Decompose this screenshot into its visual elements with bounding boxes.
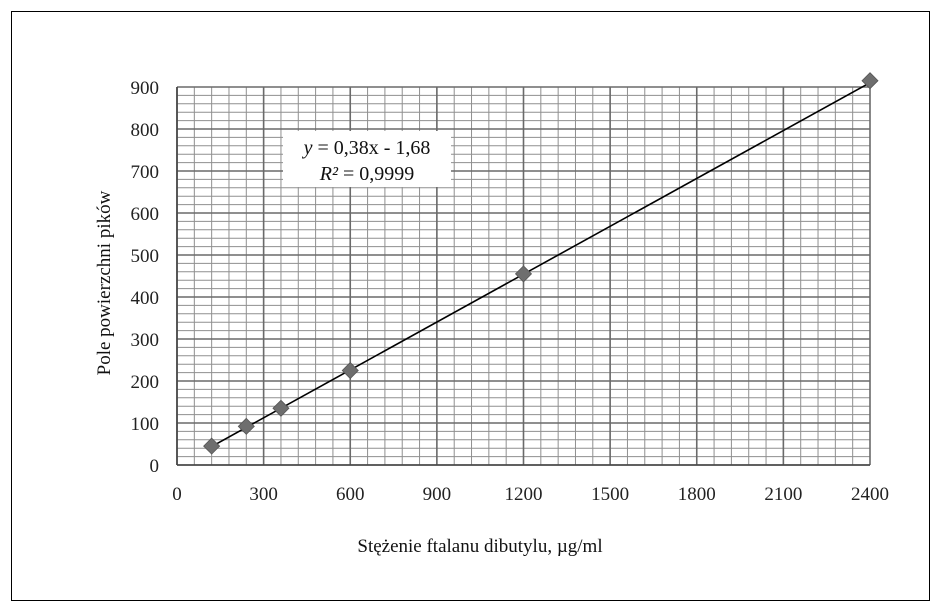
x-tick-label: 600 — [336, 484, 365, 505]
trendline — [211, 81, 871, 448]
data-point — [341, 361, 359, 380]
y-tick-label: 700 — [131, 162, 160, 183]
x-tick-label: 0 — [172, 484, 182, 505]
r-squared-text: = 0,9999 — [338, 163, 414, 185]
data-point — [237, 417, 255, 435]
y-axis-title: Pole powierzchni pików — [94, 190, 115, 375]
x-tick-label: 1800 — [678, 484, 716, 505]
y-tick-label: 900 — [131, 78, 160, 99]
y-tick-label: 400 — [131, 288, 160, 309]
y-tick-label: 800 — [131, 120, 160, 141]
y-tick-label: 0 — [150, 456, 160, 477]
x-tick-label: 300 — [249, 484, 278, 505]
y-tick-label: 100 — [131, 414, 160, 435]
equation-box-bg — [283, 131, 451, 187]
data-point — [203, 437, 221, 455]
y-tick-label: 200 — [131, 372, 160, 393]
equation-var: y — [302, 137, 313, 159]
equation-text: = 0,38x - 1,68 — [312, 137, 430, 159]
trendline-group — [211, 81, 871, 448]
axes — [176, 87, 870, 466]
x-tick-label: 2400 — [851, 484, 889, 505]
x-tick-label: 1500 — [591, 484, 629, 505]
r-squared-var: R² — [319, 163, 339, 185]
chart-frame — [11, 11, 930, 601]
x-tick-label: 1200 — [505, 484, 543, 505]
data-points — [203, 72, 879, 455]
data-point — [514, 265, 533, 283]
data-point — [861, 72, 879, 90]
x-tick-label: 900 — [423, 484, 452, 505]
tick-labels: 0 300 600 900 1200 1500 1800 2100 2400 0 100 200 300… — [131, 78, 890, 505]
y-tick-label: 600 — [131, 204, 160, 225]
data-point — [272, 399, 290, 417]
x-axis-title: Stężenie ftalanu dibutylu, µg/ml — [357, 536, 602, 557]
y-tick-label: 500 — [131, 246, 160, 267]
equation-box: y = 0,38x - 1,68 R² = 0,9999 — [283, 131, 451, 187]
y-tick-label: 300 — [131, 330, 160, 351]
trendline-equation: y = 0,38x - 1,68 — [302, 137, 431, 159]
x-tick-label: 2100 — [764, 484, 802, 505]
r-squared: R² = 0,9999 — [319, 163, 415, 185]
